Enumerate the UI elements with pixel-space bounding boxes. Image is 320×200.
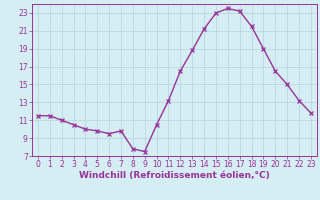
X-axis label: Windchill (Refroidissement éolien,°C): Windchill (Refroidissement éolien,°C) [79,171,270,180]
